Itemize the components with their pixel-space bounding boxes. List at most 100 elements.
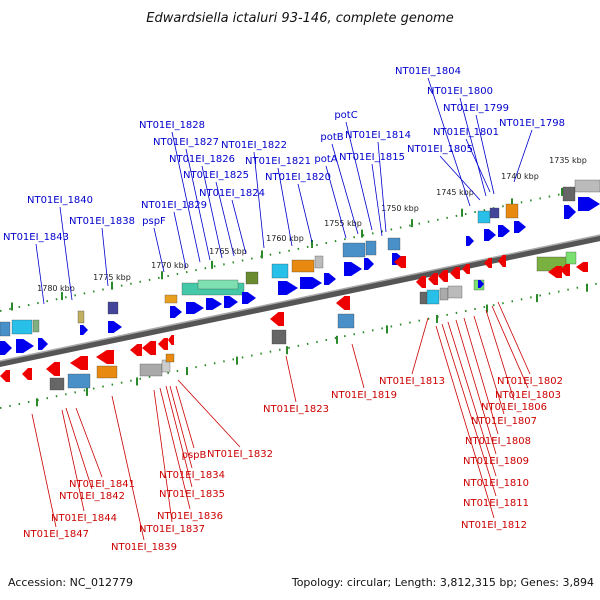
gene-label: NT01EI_1821 [245, 156, 311, 167]
kbp-label: 1745 kbp [436, 188, 474, 197]
gene-label: pspF [142, 216, 166, 227]
kbp-labels: 1735 kbp 1740 kbp 1745 kbp 1750 kbp 1755 kbp… [37, 156, 587, 293]
feature-blocks [0, 179, 600, 391]
label-leaders [31, 77, 533, 541]
label-leader [65, 407, 93, 490]
reverse-gene [438, 270, 448, 282]
feature-block [291, 259, 315, 273]
gene-label: potA [314, 154, 337, 165]
label-leader [485, 309, 515, 401]
label-leader [169, 385, 193, 469]
label-leader [153, 227, 165, 273]
gene-label: potC [334, 110, 357, 121]
forward-gene [484, 229, 496, 241]
forward-gene [324, 273, 336, 285]
gene-label: NT01EI_1799 [443, 103, 509, 114]
kbp-label: 1735 kbp [549, 156, 587, 165]
gene-label: NT01EI_1813 [379, 376, 445, 387]
feature-block [565, 251, 577, 265]
label-leader [427, 77, 471, 207]
feature-block [574, 179, 600, 193]
gene-label: NT01EI_1802 [497, 376, 563, 387]
gene-label: NT01EI_1827 [153, 137, 219, 148]
reverse-gene [70, 356, 88, 370]
label-leader [491, 305, 529, 389]
accession-label: Accession: NC_012779 [8, 576, 133, 589]
label-leader [215, 181, 235, 257]
gene-label: NT01EI_1843 [3, 232, 69, 243]
feature-block [32, 319, 40, 333]
label-leader [175, 385, 195, 449]
forward-gene [478, 280, 484, 288]
gene-label: NT01EI_1837 [139, 524, 205, 535]
label-leader [101, 227, 109, 287]
feature-block [197, 279, 239, 290]
label-leader [325, 165, 347, 239]
label-leader [513, 129, 533, 183]
forward-gene [224, 296, 238, 308]
label-leader [371, 163, 383, 237]
gene-label: pspB [182, 450, 207, 461]
label-leader [201, 165, 223, 259]
feature-block [505, 203, 519, 219]
feature-block [164, 294, 178, 304]
label-leader [497, 301, 531, 375]
gene-label: NT01EI_1809 [463, 456, 529, 467]
label-leader [59, 206, 73, 301]
forward-gene [206, 298, 222, 310]
gene-label: NT01EI_1804 [395, 66, 461, 77]
kbp-label: 1780 kbp [37, 284, 75, 293]
forward-gene [300, 277, 322, 289]
label-leader [455, 319, 497, 455]
forward-gene [186, 302, 204, 314]
forward-gene [80, 325, 88, 335]
label-leader [465, 138, 491, 193]
gene-label: NT01EI_1840 [27, 195, 93, 206]
reverse-gene [130, 344, 142, 356]
gene-label: NT01EI_1847 [23, 529, 89, 540]
gene-label: NT01EI_1807 [471, 416, 537, 427]
forward-gene [170, 306, 182, 318]
feature-block [165, 353, 175, 363]
reverse-gene [168, 335, 174, 345]
feature-block [271, 263, 289, 279]
label-leader [331, 143, 359, 235]
label-leader [277, 167, 293, 247]
forward-gene [578, 197, 600, 211]
gene-label: NT01EI_1832 [207, 449, 273, 460]
feature-block [271, 329, 287, 345]
label-leader [439, 155, 481, 201]
label-leader [185, 148, 211, 261]
label-leader [441, 323, 497, 497]
gene-label: NT01EI_1835 [159, 489, 225, 500]
gene-label: NT01EI_1812 [461, 520, 527, 531]
forward-gene [514, 221, 526, 233]
feature-block [77, 310, 85, 324]
label-leader [475, 114, 495, 195]
gene-label: NT01EI_1829 [141, 200, 207, 211]
feature-block [447, 285, 463, 299]
scale-ticks [11, 187, 588, 407]
feature-block [426, 289, 440, 305]
feature-block [419, 291, 429, 305]
feature-block [107, 301, 119, 315]
gene-label: NT01EI_1844 [51, 513, 117, 524]
gene-arrows [0, 197, 600, 382]
label-leader [35, 243, 45, 305]
label-leader [75, 407, 103, 478]
forward-gene [0, 341, 12, 355]
reverse-gene [142, 341, 156, 355]
label-leader [435, 325, 495, 519]
label-leader [111, 395, 145, 541]
kbp-label: 1750 kbp [381, 204, 419, 213]
feature-block [0, 321, 11, 337]
label-leader [171, 131, 201, 263]
feature-block [489, 207, 500, 219]
gene-label: NT01EI_1819 [331, 390, 397, 401]
kbp-label: 1765 kbp [209, 247, 247, 256]
reverse-gene [560, 264, 570, 276]
gene-label: NT01EI_1810 [463, 478, 529, 489]
label-leader [447, 321, 497, 477]
gene-label: NT01EI_1828 [139, 120, 205, 131]
reverse-gene [46, 362, 60, 376]
